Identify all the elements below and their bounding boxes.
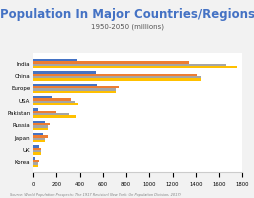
Legend: 1950, 2017, 2050, 2050: 1950, 2017, 2050, 2050 (91, 197, 183, 198)
Text: Source: World Population Prospects: The 1917 Revision( New York: Un Population D: Source: World Population Prospects: The … (10, 193, 181, 197)
Bar (33, 76, 200, 78)
Bar (33, 88, 116, 90)
Bar (33, 108, 38, 110)
Bar (33, 140, 45, 142)
Bar (33, 150, 41, 152)
Bar (33, 78, 200, 81)
Bar (33, 66, 236, 68)
Bar (33, 59, 76, 61)
Bar (33, 84, 96, 86)
Bar (33, 145, 39, 148)
Bar (33, 71, 96, 73)
Bar (33, 165, 37, 167)
Bar (33, 135, 48, 138)
Bar (33, 73, 196, 76)
Bar (33, 138, 45, 140)
Bar (33, 157, 35, 160)
Bar (33, 128, 48, 130)
Bar (33, 61, 188, 64)
Text: 1950-2050 (millions): 1950-2050 (millions) (91, 24, 163, 30)
Bar (33, 96, 51, 98)
Bar (33, 148, 41, 150)
Bar (33, 103, 78, 105)
Bar (33, 98, 71, 101)
Text: Population In Major Countries/Regions: Population In Major Countries/Regions (0, 8, 254, 21)
Bar (33, 86, 119, 88)
Bar (33, 152, 41, 154)
Bar (33, 123, 50, 125)
Bar (33, 113, 69, 115)
Bar (33, 110, 56, 113)
Bar (33, 160, 39, 162)
Bar (33, 162, 37, 165)
Bar (33, 101, 75, 103)
Bar (33, 133, 43, 135)
Bar (33, 125, 48, 128)
Bar (33, 115, 76, 118)
Bar (33, 64, 225, 66)
Bar (33, 90, 116, 93)
Bar (33, 121, 45, 123)
